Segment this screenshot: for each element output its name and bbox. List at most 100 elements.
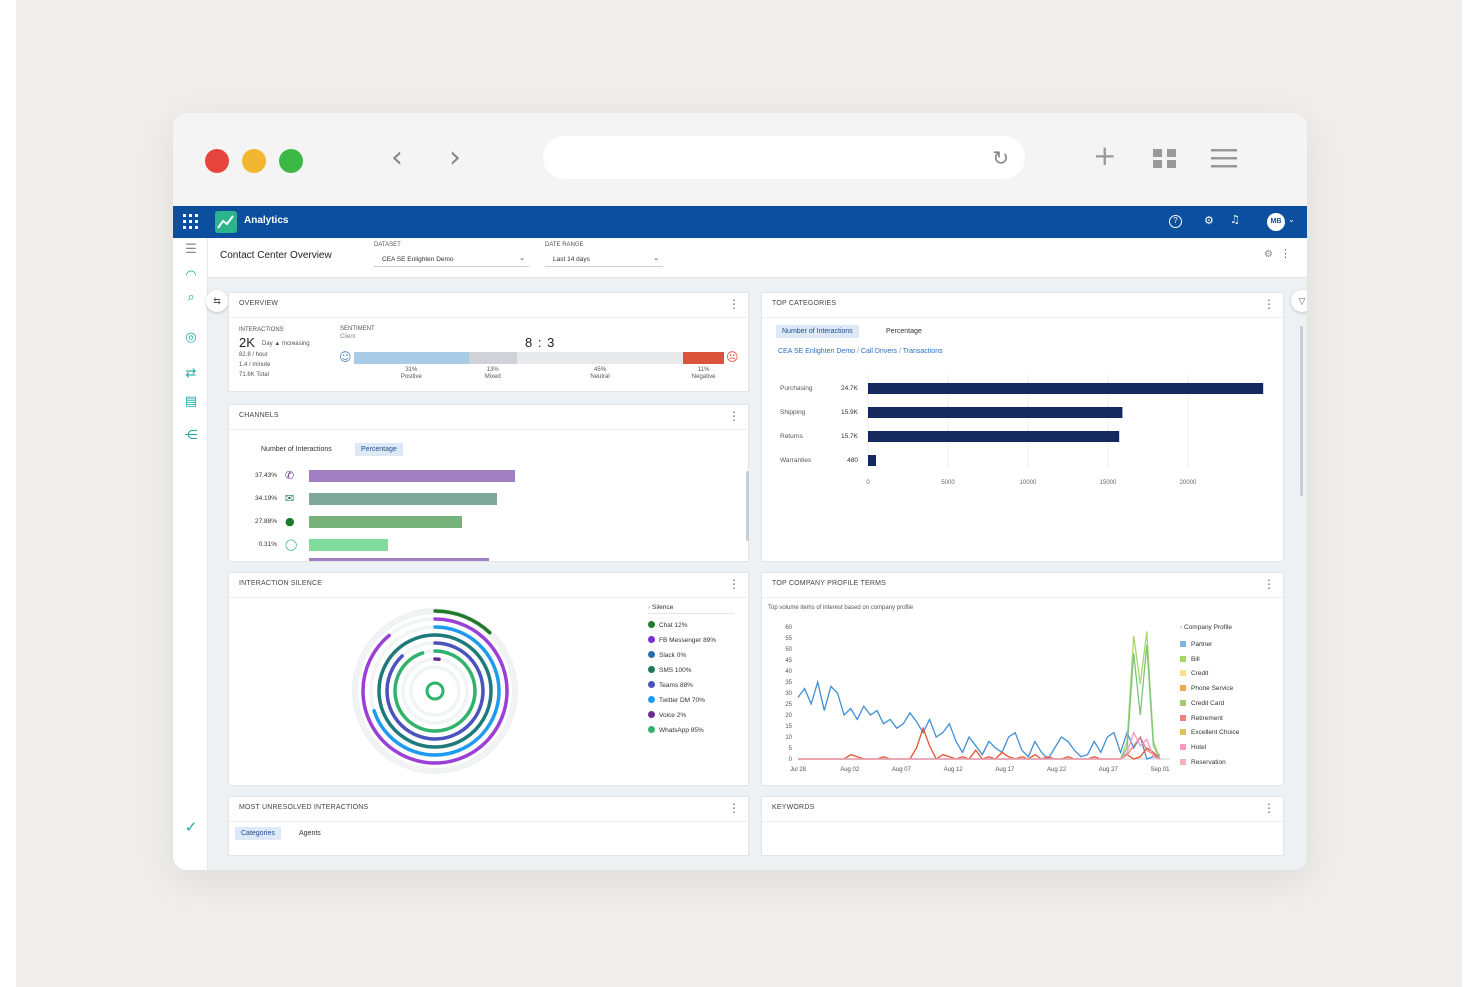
legend-item: WhatsApp 95% <box>648 726 704 734</box>
more-options-icon[interactable]: ⋮ <box>1263 801 1275 815</box>
search-icon[interactable]: ⌕ <box>187 290 195 305</box>
y-tick-label: 55 <box>785 636 792 642</box>
y-tick-label: 35 <box>785 680 792 686</box>
dashboard-gauge-icon[interactable]: ◠ <box>185 268 197 283</box>
dataset-select[interactable]: CEA SE Enlighten Demo ⌄ <box>374 252 529 267</box>
value-label: 15.9K <box>841 409 859 416</box>
breadcrumb: CEA SE Enlighten Demo / Call Drivers / T… <box>778 348 943 355</box>
category-bar <box>868 455 876 466</box>
report-icon[interactable]: ▤ <box>184 394 198 409</box>
settings-icon[interactable]: ⚙ <box>1204 214 1214 227</box>
legend-item: Credit Card <box>1180 699 1224 707</box>
legend-label: Reservation <box>1191 758 1226 766</box>
analytics-logo-icon <box>215 211 237 233</box>
silence-ring <box>433 609 492 635</box>
filter-icon[interactable]: ▽ <box>1291 290 1307 312</box>
y-tick-label: 25 <box>785 702 792 708</box>
more-options-icon[interactable]: ⋮ <box>728 409 740 423</box>
legend-label: Phone Service <box>1191 685 1234 693</box>
unresolved-panel: MOST UNRESOLVED INTERACTIONS ⋮ Categorie… <box>228 796 749 856</box>
interactions-value: 2K <box>239 335 255 350</box>
help-icon[interactable]: ? <box>1169 215 1182 228</box>
x-tick-label: Jul 28 <box>790 767 807 773</box>
tab-percentage[interactable]: Percentage <box>886 328 922 335</box>
scrollbar[interactable] <box>1300 326 1303 496</box>
sentiment-label: 13% Mixed <box>484 367 501 380</box>
more-options-icon[interactable]: ⋮ <box>728 577 740 591</box>
dashboard-content: ⇆ ▽ OVERVIEW ⋮ INTERACTIONS 2K Day ▲ Inc… <box>206 278 1307 870</box>
legend-title: › Silence <box>648 604 734 614</box>
close-window-button[interactable] <box>205 149 229 173</box>
breadcrumb-item[interactable]: Call Drivers <box>860 348 898 355</box>
bell-icon[interactable]: ♫ <box>1230 213 1240 226</box>
tab-number-of-interactions[interactable]: Number of Interactions <box>261 446 332 453</box>
y-tick-label: 15 <box>785 724 792 730</box>
more-options-icon[interactable]: ⋮ <box>728 297 740 311</box>
breadcrumb-item[interactable]: Transactions <box>902 348 943 355</box>
more-options-icon[interactable]: ⋮ <box>1280 247 1291 260</box>
settings-icon[interactable]: ⚙ <box>1264 249 1273 260</box>
maximize-window-button[interactable] <box>279 149 303 173</box>
hamburger-menu-icon[interactable] <box>1211 149 1237 174</box>
address-bar[interactable]: ↻ <box>543 136 1025 179</box>
panel-title: INTERACTION SILENCE <box>239 580 323 587</box>
collapse-toggle-icon[interactable]: ⇆ <box>206 290 228 312</box>
app-launcher-icon[interactable] <box>183 214 198 234</box>
sentiment-label: 11% Negative <box>691 367 716 380</box>
date-range-select[interactable]: Last 14 days ⌄ <box>545 252 663 267</box>
x-tick-label: 15000 <box>1100 480 1117 486</box>
silence-ring <box>377 633 493 749</box>
value-label: 24.7K <box>841 385 859 392</box>
target-icon[interactable]: ◎ <box>185 330 197 345</box>
channel-bar <box>309 558 489 561</box>
silence-ring <box>393 649 477 733</box>
reload-icon[interactable]: ↻ <box>992 146 1009 170</box>
legend-label: SMS 100% <box>659 667 692 674</box>
ring-track <box>409 665 461 717</box>
tab-grid-icon[interactable] <box>1153 149 1177 174</box>
back-arrow-icon[interactable]: ‹ <box>391 140 403 175</box>
sync-icon[interactable]: ⇄ <box>185 366 197 381</box>
channel-percentage: 27.88% <box>254 518 277 525</box>
sentiment-legend: 31% Positive 13% Mixed 45% Neutral 11% Nega… <box>354 367 724 383</box>
tab-agents[interactable]: Agents <box>299 830 321 837</box>
tab-number-of-interactions[interactable]: Number of Interactions <box>776 325 859 338</box>
x-tick-label: Aug 12 <box>944 767 964 773</box>
forward-arrow-icon[interactable]: › <box>449 140 461 175</box>
silence-ring <box>361 617 509 765</box>
legend-swatch <box>1180 670 1186 677</box>
x-tick-label: Aug 27 <box>1099 767 1119 773</box>
channel-bar <box>309 493 498 505</box>
more-options-icon[interactable]: ⋮ <box>1263 577 1275 591</box>
channel-bar <box>309 539 388 551</box>
checkmark-icon[interactable]: ✓ <box>184 818 198 836</box>
network-icon[interactable]: ⋲ <box>184 428 198 443</box>
panel-title: OVERVIEW <box>239 300 279 307</box>
category-bar <box>868 383 1264 394</box>
menu-list-icon[interactable]: ☰ <box>185 242 197 257</box>
whatsapp-icon: ◯ <box>285 538 298 551</box>
category-label: Purchasing <box>780 385 813 392</box>
avatar[interactable]: MB <box>1267 213 1285 231</box>
more-options-icon[interactable]: ⋮ <box>1263 297 1275 311</box>
sms-icon <box>648 666 655 673</box>
sentiment-label: 31% Positive <box>400 367 422 380</box>
new-tab-icon[interactable]: + <box>1093 139 1117 172</box>
silence-ring <box>372 625 501 757</box>
overview-panel: OVERVIEW ⋮ INTERACTIONS 2K Day ▲ Increas… <box>228 292 749 392</box>
silence-ring-center <box>425 681 445 701</box>
legend-label: Teams 88% <box>659 682 693 689</box>
x-tick-label: 0 <box>866 480 870 486</box>
interaction-silence-panel: INTERACTION SILENCE ⋮ › Silence Chat 12%… <box>228 572 749 786</box>
series-line <box>798 730 1161 760</box>
tab-percentage[interactable]: Percentage <box>355 443 403 456</box>
tab-categories[interactable]: Categories <box>235 827 281 840</box>
scrollbar[interactable] <box>746 471 749 541</box>
breadcrumb-item[interactable]: CEA SE Enlighten Demo <box>778 348 856 355</box>
sentiment-ratio: 8 : 3 <box>525 335 556 350</box>
legend-swatch <box>1180 743 1186 750</box>
minimize-window-button[interactable] <box>242 149 266 173</box>
more-options-icon[interactable]: ⋮ <box>728 801 740 815</box>
legend-item: Credit <box>1180 670 1208 677</box>
chevron-down-icon[interactable]: ⌄ <box>1288 215 1295 224</box>
